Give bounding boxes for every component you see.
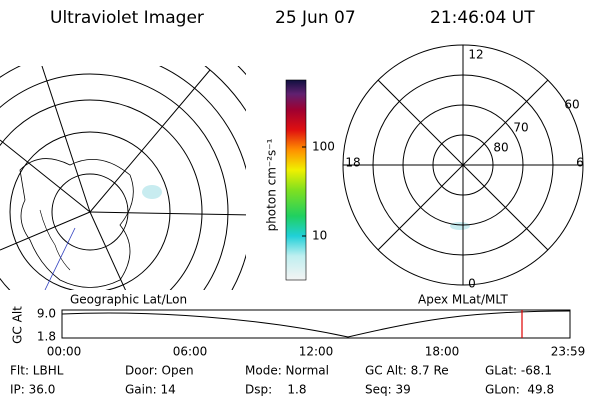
status-field: Door: Open — [125, 364, 194, 378]
date: 25 Jun 07 — [275, 8, 356, 28]
altitude-xtick: 12:00 — [299, 345, 334, 359]
colorbar — [285, 79, 307, 281]
status-field: Dsp: 1.8 — [245, 383, 307, 397]
status-field: Flt: LBHL — [10, 364, 64, 378]
status-field: Gain: 14 — [125, 383, 176, 397]
colorbar-tick-label: 10 — [312, 229, 327, 243]
altitude-xtick: 18:00 — [425, 345, 460, 359]
polar-label: 60 — [564, 98, 579, 112]
altitude-xtick: 06:00 — [173, 345, 208, 359]
polar-label: 6 — [576, 156, 584, 170]
status-field: IP: 36.0 — [10, 383, 55, 397]
polar-label: 80 — [493, 141, 508, 155]
map-caption: Apex MLat/MLT — [418, 293, 508, 307]
status-field: GLat: -68.1 — [485, 364, 552, 378]
status-field: Seq: 39 — [365, 383, 411, 397]
altitude-curve — [61, 310, 571, 338]
polar-label: 70 — [513, 121, 528, 135]
status-field: GLon: 49.8 — [485, 383, 554, 397]
altitude-ylabel: GC Alt — [11, 306, 25, 344]
polar-label: 0 — [468, 277, 476, 291]
polar-plot — [342, 44, 584, 286]
altitude-xtick: 23:59 — [551, 345, 586, 359]
polar-label: 18 — [345, 156, 360, 170]
colorbar-tick-label: 100 — [312, 140, 335, 154]
time: 21:46:04 UT — [430, 8, 535, 28]
geographic-map — [0, 66, 246, 290]
altitude-ytick: 9.0 — [37, 307, 56, 321]
title: Ultraviolet Imager — [50, 8, 204, 28]
colorbar-label: photon cm⁻²s⁻¹ — [265, 138, 279, 231]
altitude-xtick: 00:00 — [47, 345, 82, 359]
status-panel: Flt: LBHL Door: Open Mode: Normal GC Alt: 8… — [10, 364, 554, 397]
status-field: GC Alt: 8.7 Re — [365, 364, 449, 378]
map-caption: Geographic Lat/Lon — [70, 293, 187, 307]
polar-label: 12 — [468, 48, 483, 62]
altitude-xticks: 00:00 06:00 12:00 18:00 23:59 — [47, 345, 586, 359]
altitude-ytick: 1.8 — [37, 330, 56, 344]
status-field: Mode: Normal — [245, 364, 329, 378]
altitude-plot-frame — [61, 309, 571, 339]
